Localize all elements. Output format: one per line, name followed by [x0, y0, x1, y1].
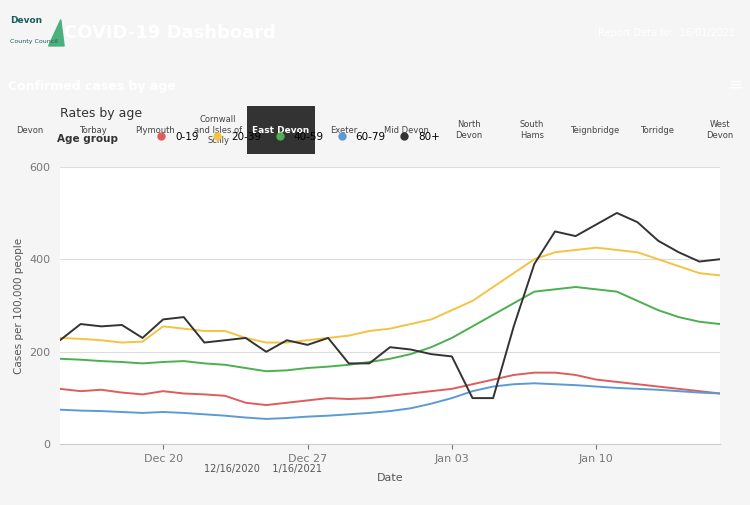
FancyBboxPatch shape — [248, 106, 315, 154]
Text: South
Hams: South Hams — [520, 120, 544, 140]
Text: Date: Date — [376, 473, 404, 482]
Text: County Council: County Council — [10, 39, 58, 43]
Text: Devon: Devon — [10, 16, 42, 25]
Legend: 0-19, 20-39, 40-59, 60-79, 80+: 0-19, 20-39, 40-59, 60-79, 80+ — [151, 132, 439, 141]
Text: Rates by age: Rates by age — [60, 107, 142, 120]
Text: Torbay: Torbay — [79, 126, 106, 134]
Text: Confirmed cases by age: Confirmed cases by age — [8, 80, 176, 93]
Text: Exeter: Exeter — [330, 126, 357, 134]
Text: Plymouth: Plymouth — [136, 126, 176, 134]
Text: Age group: Age group — [57, 134, 122, 144]
Text: East Devon: East Devon — [252, 126, 310, 134]
Text: COVID-19 Dashboard: COVID-19 Dashboard — [64, 24, 275, 42]
Text: ≡: ≡ — [728, 76, 742, 93]
Text: Mid Devon: Mid Devon — [384, 126, 429, 134]
Text: Devon: Devon — [16, 126, 44, 134]
Text: 12/16/2020    1/16/2021: 12/16/2020 1/16/2021 — [203, 464, 322, 474]
Polygon shape — [49, 20, 64, 46]
Text: North
Devon: North Devon — [455, 120, 483, 140]
Text: Teignbridge: Teignbridge — [570, 126, 620, 134]
Text: Cornwall
and Isles of
Scilly: Cornwall and Isles of Scilly — [194, 115, 242, 145]
Y-axis label: Cases per 100,000 people: Cases per 100,000 people — [13, 237, 23, 374]
Text: Report Data to:  16/01/2021: Report Data to: 16/01/2021 — [598, 28, 735, 38]
Text: Torridge: Torridge — [640, 126, 674, 134]
Text: West
Devon: West Devon — [706, 120, 734, 140]
